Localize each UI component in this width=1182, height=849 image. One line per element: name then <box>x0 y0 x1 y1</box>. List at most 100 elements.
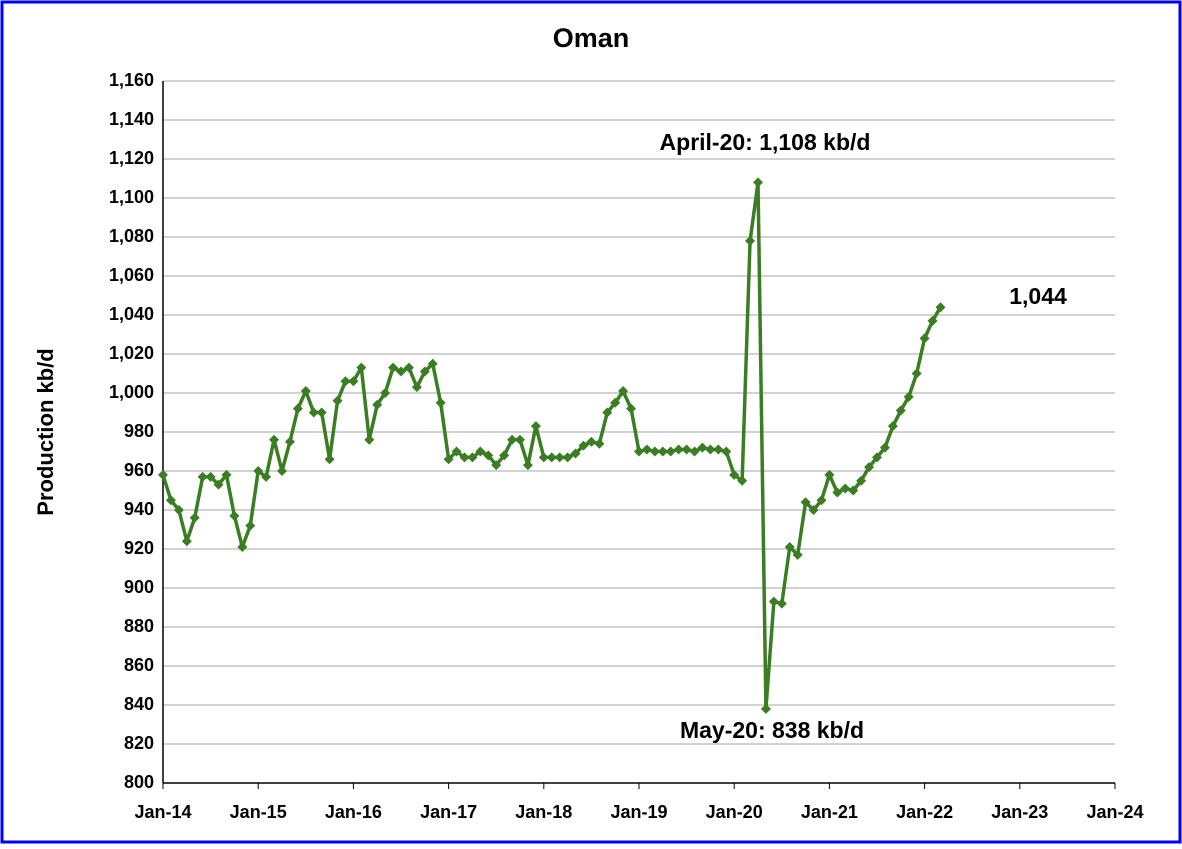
data-point <box>919 333 930 344</box>
data-point <box>197 471 208 482</box>
x-tick-label: Jan-18 <box>515 802 572 822</box>
data-point <box>515 434 525 445</box>
data-point <box>213 479 224 490</box>
chart-title: Oman <box>553 23 630 53</box>
data-point <box>586 436 597 447</box>
data-point <box>578 440 589 451</box>
y-axis-label: Production kb/d <box>33 348 58 515</box>
data-point <box>467 452 478 463</box>
data-point <box>356 362 367 373</box>
data-point <box>411 382 422 393</box>
data-point <box>403 362 414 373</box>
data-point <box>895 405 906 416</box>
data-point <box>483 450 494 461</box>
data-point <box>848 485 859 496</box>
x-tick-label: Jan-22 <box>896 802 953 822</box>
data-point <box>554 452 565 463</box>
x-tick-label: Jan-14 <box>134 802 191 822</box>
data-point <box>792 549 803 560</box>
y-tick-label: 1,060 <box>109 265 154 285</box>
x-tick-label: Jan-15 <box>230 802 287 822</box>
data-point <box>887 421 898 432</box>
data-point <box>737 475 748 486</box>
data-point <box>292 403 303 414</box>
data-point <box>927 315 938 326</box>
annotation: April-20: 1,108 kb/d <box>660 129 871 155</box>
data-point <box>546 452 557 463</box>
y-tick-label: 1,120 <box>109 148 154 168</box>
data-point <box>316 407 327 418</box>
data-point <box>388 362 399 373</box>
data-point <box>364 434 375 445</box>
data-point <box>229 510 240 521</box>
data-point <box>721 446 732 457</box>
data-point <box>657 446 668 457</box>
data-point <box>562 452 573 463</box>
data-point <box>308 407 319 418</box>
y-tick-label: 1,040 <box>109 304 154 324</box>
y-tick-label: 800 <box>124 772 154 792</box>
data-point <box>380 388 391 398</box>
y-tick-label: 880 <box>124 616 154 636</box>
y-tick-label: 1,160 <box>109 70 154 90</box>
data-point <box>626 403 637 414</box>
data-point <box>570 448 581 459</box>
data-point <box>221 469 232 480</box>
data-point <box>189 512 200 523</box>
data-point <box>530 421 541 432</box>
data-point <box>324 454 335 465</box>
y-tick-label: 1,000 <box>109 382 154 402</box>
data-point <box>816 495 827 506</box>
data-point <box>610 397 621 408</box>
y-tick-label: 1,080 <box>109 226 154 246</box>
data-point <box>522 460 533 471</box>
data-point <box>618 386 629 397</box>
data-point <box>729 469 740 480</box>
data-point <box>173 505 184 515</box>
data-point <box>538 452 549 463</box>
data-point <box>768 596 779 607</box>
data-point <box>689 446 700 457</box>
data-point <box>165 495 176 506</box>
y-tick-label: 920 <box>124 538 154 558</box>
data-point <box>443 454 454 465</box>
data-point <box>911 368 922 379</box>
data-point <box>760 703 771 714</box>
data-point <box>451 446 462 457</box>
y-tick-label: 900 <box>124 577 154 597</box>
y-tick-label: 960 <box>124 460 154 480</box>
data-point <box>856 475 867 486</box>
data-point <box>237 542 248 553</box>
data-point <box>753 177 763 188</box>
x-tick-label: Jan-24 <box>1086 802 1143 822</box>
data-point <box>459 452 470 463</box>
data-point <box>935 302 946 313</box>
data-point <box>681 444 692 455</box>
data-point <box>340 376 351 387</box>
data-point <box>832 487 843 498</box>
y-tick-label: 940 <box>124 499 154 519</box>
data-point <box>872 452 882 463</box>
data-point <box>705 444 716 455</box>
data-point <box>879 442 890 453</box>
data-point <box>840 483 851 494</box>
data-point <box>673 444 684 455</box>
data-point <box>261 471 272 482</box>
data-point <box>245 520 256 531</box>
data-point <box>776 598 787 609</box>
data-point <box>435 397 446 408</box>
data-point <box>665 446 676 457</box>
data-point <box>649 446 660 457</box>
data-point <box>372 399 383 410</box>
data-point <box>427 358 438 369</box>
y-tick-label: 820 <box>124 733 154 753</box>
x-tick-label: Jan-20 <box>706 802 763 822</box>
data-point <box>784 542 795 553</box>
data-point <box>507 434 518 445</box>
data-point <box>499 450 510 461</box>
data-point <box>713 444 724 455</box>
data-point <box>903 391 914 402</box>
data-point <box>808 505 819 515</box>
